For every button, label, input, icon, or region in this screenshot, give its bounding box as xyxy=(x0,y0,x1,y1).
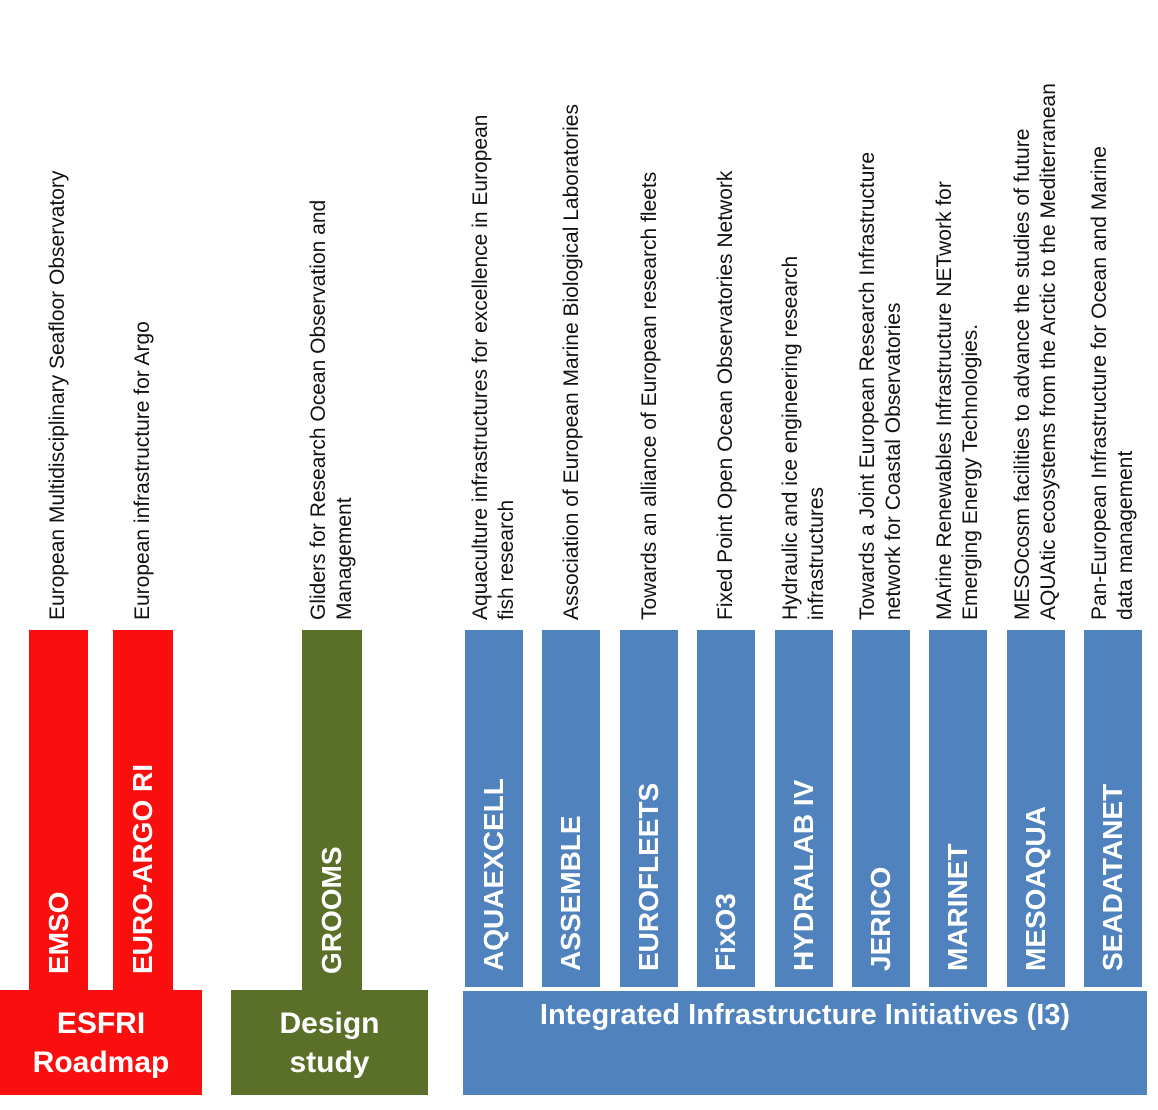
project-bar-emso: EMSO xyxy=(29,630,88,990)
project-bar-euroargo: EURO-ARGO RI xyxy=(113,630,173,990)
project-acronym-aquaexcell: AQUAEXCELL xyxy=(478,778,509,971)
project-bar-eurofleets: EUROFLEETS xyxy=(620,630,678,987)
project-description-grooms: Gliders for Research Ocean Observation a… xyxy=(307,199,356,620)
project-acronym-hydralab: HYDRALAB IV xyxy=(788,779,819,971)
project-description-hydralab: Hydraulic and ice engineering research i… xyxy=(779,255,828,620)
project-description-mesoaqua: MESOcosm facilities to advance the studi… xyxy=(1011,83,1060,620)
project-description-emso: European Multidisciplinary Seafloor Obse… xyxy=(46,170,69,620)
category-base-esfri-roadmap: ESFRI Roadmap xyxy=(0,990,202,1095)
project-description-euroargo: European infrastructure for Argo xyxy=(131,321,154,620)
project-acronym-jerico: JERICO xyxy=(865,866,896,971)
project-bar-fixo3: FixO3 xyxy=(697,630,755,987)
project-description-marinet: MArine Renewables Infrastructure NETwork… xyxy=(933,181,982,620)
project-acronym-grooms: GROOMS xyxy=(316,846,347,974)
project-bar-jerico: JERICO xyxy=(852,630,910,987)
project-acronym-mesoaqua: MESOAQUA xyxy=(1020,806,1051,971)
project-acronym-euroargo: EURO-ARGO RI xyxy=(127,764,158,974)
project-bar-assemble: ASSEMBLE xyxy=(542,630,600,987)
category-base-i3: Integrated Infrastructure Initiatives (I… xyxy=(463,991,1147,1095)
project-description-fixo3: Fixed Point Open Ocean Observatories Net… xyxy=(714,170,737,620)
project-description-seadatanet: Pan-European Infrastructure for Ocean an… xyxy=(1088,146,1137,620)
project-bar-hydralab: HYDRALAB IV xyxy=(775,630,833,987)
project-acronym-assemble: ASSEMBLE xyxy=(555,815,586,971)
project-acronym-emso: EMSO xyxy=(43,891,74,974)
project-acronym-marinet: MARINET xyxy=(942,843,973,971)
project-description-jerico: Towards a Joint European Research Infras… xyxy=(856,151,905,620)
project-acronym-fixo3: FixO3 xyxy=(710,893,741,971)
project-acronym-seadatanet: SEADATANET xyxy=(1097,783,1128,971)
project-bar-marinet: MARINET xyxy=(929,630,987,987)
project-description-eurofleets: Towards an alliance of European research… xyxy=(638,171,661,620)
project-bar-aquaexcell: AQUAEXCELL xyxy=(465,630,523,987)
project-bar-grooms: GROOMS xyxy=(302,630,362,990)
project-acronym-eurofleets: EUROFLEETS xyxy=(633,782,664,971)
project-bar-seadatanet: SEADATANET xyxy=(1084,630,1142,987)
project-bar-mesoaqua: MESOAQUA xyxy=(1007,630,1065,987)
category-base-design-study: Design study xyxy=(231,990,428,1095)
project-description-aquaexcell: Aquaculture infrastructures for excellen… xyxy=(469,114,518,620)
project-description-assemble: Association of European Marine Biologica… xyxy=(560,104,583,620)
